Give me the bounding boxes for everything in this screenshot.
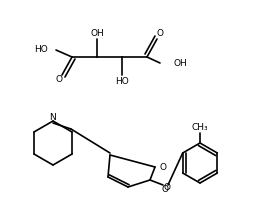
Text: O: O	[157, 29, 164, 38]
Text: HO: HO	[34, 46, 48, 54]
Text: HO: HO	[115, 77, 129, 86]
Text: O: O	[164, 183, 171, 192]
Text: OH: OH	[173, 58, 187, 68]
Text: N: N	[50, 114, 57, 123]
Text: O: O	[160, 163, 167, 172]
Text: OH: OH	[90, 29, 104, 37]
Text: CH₃: CH₃	[192, 123, 208, 132]
Text: O: O	[162, 184, 168, 194]
Text: O: O	[55, 75, 62, 84]
